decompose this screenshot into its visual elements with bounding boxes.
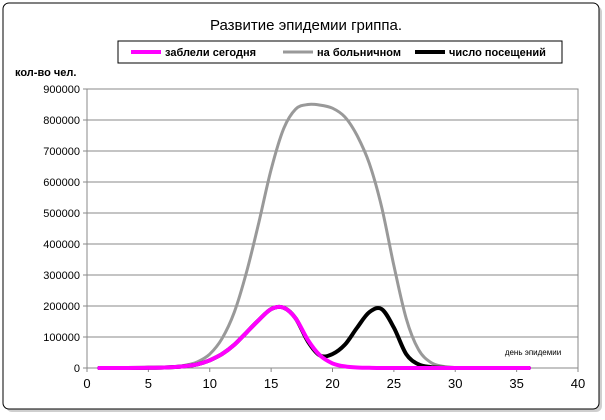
- x-tick-label: 15: [264, 376, 278, 391]
- x-tick-label: 20: [325, 376, 339, 391]
- legend: заблели сегодня на больничном число посеще…: [117, 40, 563, 64]
- chart-title: Развитие эпидемии гриппа.: [210, 17, 402, 34]
- legend-label-1: заблели сегодня: [165, 47, 256, 59]
- y-tick-label: 0: [74, 363, 80, 375]
- x-tick-label: 0: [83, 376, 90, 391]
- series-line-1: [97, 304, 531, 370]
- y-axis-ticks: 0 100000 200000 300000 400000 500000 600000 700…: [43, 84, 80, 375]
- y-tick-label: 600000: [43, 177, 80, 189]
- series-line-2: [97, 102, 531, 370]
- x-tick-label: 40: [571, 376, 585, 391]
- x-axis-ticks: 0 5 10 15 20 25 30 35 40: [83, 376, 585, 391]
- y-tick-label: 200000: [43, 301, 80, 313]
- x-tick-label: 35: [509, 376, 523, 391]
- y-tick-label: 800000: [43, 115, 80, 127]
- legend-label-2: на больничном: [317, 47, 401, 59]
- y-tick-label: 900000: [43, 84, 80, 96]
- x-tick-label: 5: [145, 376, 152, 391]
- gridlines: [83, 88, 579, 372]
- x-axis-label: день эпидемии: [505, 348, 561, 357]
- y-tick-label: 100000: [43, 332, 80, 344]
- y-tick-label: 400000: [43, 239, 80, 251]
- legend-box: [117, 40, 563, 64]
- plot-area: [86, 88, 579, 369]
- y-tick-label: 500000: [43, 208, 80, 220]
- legend-label-3: число посещений: [449, 47, 546, 59]
- series-lines: [97, 102, 531, 370]
- y-tick-label: 300000: [43, 270, 80, 282]
- x-tick-label: 30: [448, 376, 462, 391]
- y-tick-label: 700000: [43, 146, 80, 158]
- x-tick-label: 10: [203, 376, 217, 391]
- x-tick-label: 25: [387, 376, 401, 391]
- y-axis-label: кол-во чел.: [15, 67, 76, 79]
